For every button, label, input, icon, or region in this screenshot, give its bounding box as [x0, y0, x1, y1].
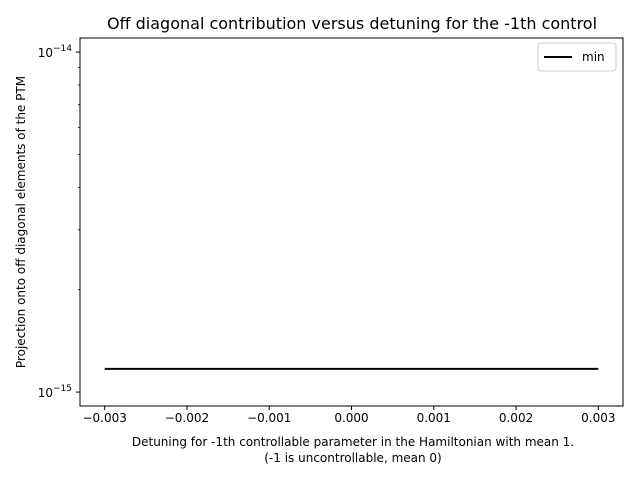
y-axis-label: Projection onto off diagonal elements of… — [14, 76, 28, 368]
chart-title: Off diagonal contribution versus detunin… — [107, 14, 597, 33]
y-tick-label-exponent: −14 — [53, 44, 72, 54]
x-tick-label: 0.000 — [334, 411, 368, 425]
legend-label: min — [582, 50, 605, 64]
plot-frame — [79, 37, 624, 407]
y-tick-label: 10−14 — [38, 44, 73, 60]
x-axis: −0.003 −0.002 −0.001 0.000 0.001 0.002 0.003 — [82, 406, 615, 425]
x-axis-label-note: (-1 is uncontrollable, mean 0) — [264, 451, 441, 465]
legend: min — [537, 42, 617, 72]
y-tick-label-base: 10 — [38, 46, 53, 60]
plot-area — [79, 37, 624, 407]
y-tick-label-exponent: −15 — [53, 384, 72, 394]
legend-box — [537, 42, 617, 72]
y-tick-label: 10−15 — [38, 384, 72, 400]
x-tick-label: −0.002 — [165, 411, 209, 425]
y-tick-label-base: 10 — [38, 386, 53, 400]
x-tick-label: −0.003 — [82, 411, 126, 425]
x-tick-label: 0.001 — [417, 411, 451, 425]
x-axis-label: Detuning for -1th controllable parameter… — [132, 435, 574, 449]
x-tick-label: 0.002 — [499, 411, 533, 425]
x-tick-label: −0.001 — [247, 411, 291, 425]
x-tick-label: 0.003 — [581, 411, 615, 425]
